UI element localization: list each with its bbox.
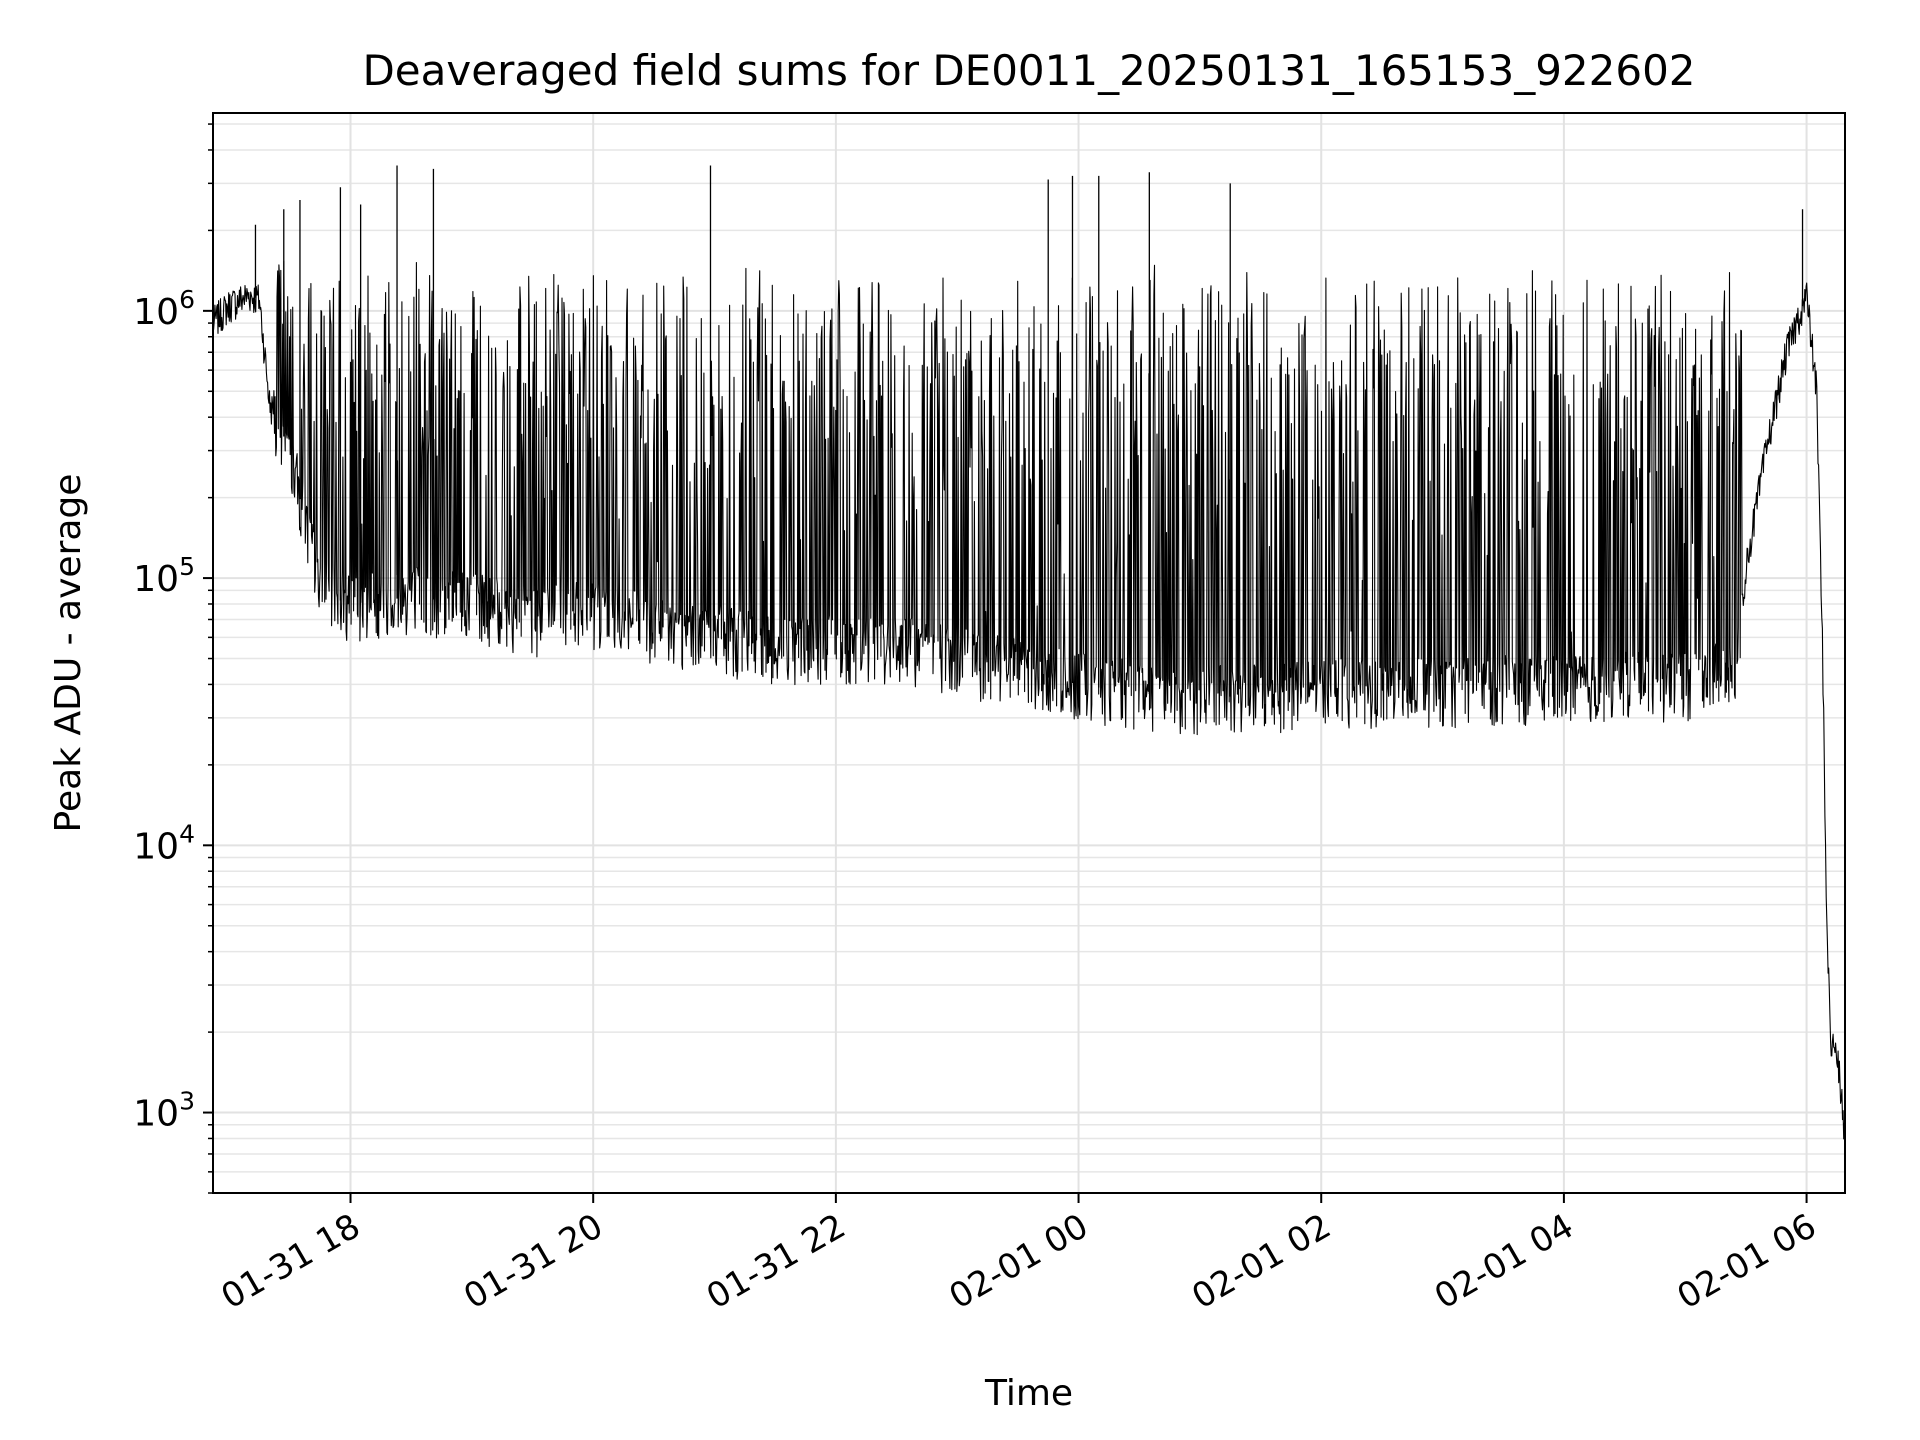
y-tick-label: 105	[133, 552, 195, 600]
chart-title: Deaveraged field sums for DE0011_2025013…	[362, 46, 1695, 95]
series-line	[212, 260, 1846, 1140]
y-tick-label: 103	[133, 1087, 195, 1135]
y-tick-label: 104	[133, 819, 195, 867]
x-axis-label: Time	[984, 1373, 1073, 1414]
plot-frame	[212, 112, 1846, 1194]
y-axis-label: Peak ADU - average	[48, 474, 89, 833]
series-layer	[212, 165, 1846, 1140]
y-tick-label: 106	[133, 285, 195, 333]
